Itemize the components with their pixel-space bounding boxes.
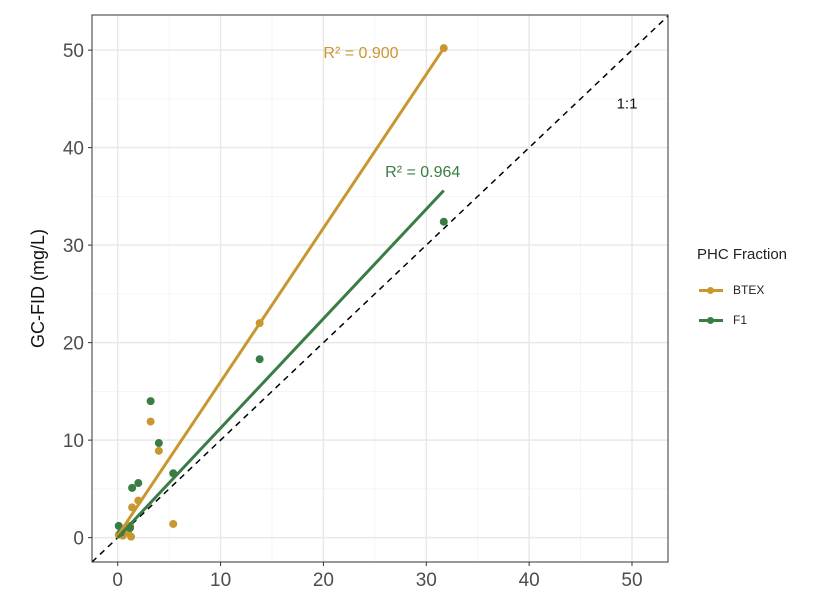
r2-label-btex: R² = 0.900 (323, 45, 398, 62)
fit-line-btex (116, 47, 446, 537)
y-tick-label: 10 (63, 431, 84, 452)
plot-border (91, 14, 669, 563)
y-tick-label: 30 (63, 236, 84, 257)
legend-title: PHC Fraction (697, 246, 788, 263)
one-to-one-label: 1:1 (617, 96, 638, 113)
x-tick-label: 50 (621, 570, 642, 591)
x-tick-label: 30 (416, 570, 437, 591)
y-tick-label: 20 (63, 334, 84, 355)
data-point-f1 (134, 479, 143, 488)
data-point-btex (127, 532, 136, 541)
data-point-f1 (255, 355, 264, 364)
legend-label-btex: BTEX (733, 283, 765, 297)
y-axis-label: GC-FID (mg/L) (28, 229, 48, 348)
data-point-f1 (439, 217, 448, 226)
y-tick-label: 0 (73, 529, 84, 550)
data-point-f1 (128, 483, 137, 492)
legend-item-btex: BTEX (697, 275, 787, 305)
legend-item-f1: F1 (697, 305, 787, 335)
one-to-one-line (92, 15, 668, 562)
legend-label-f1: F1 (733, 313, 748, 327)
x-tick-label: 40 (519, 570, 540, 591)
data-point-f1 (146, 397, 155, 406)
r2-label-f1: R² = 0.964 (385, 164, 460, 181)
legend-key-f1 (697, 314, 725, 326)
x-tick-label: 10 (210, 570, 231, 591)
data-point-btex (146, 417, 155, 426)
legend-key-btex (697, 284, 725, 296)
data-point-f1 (154, 439, 163, 448)
data-point-btex (169, 519, 178, 528)
data-point-btex (154, 446, 163, 455)
fit-line-f1 (116, 189, 445, 539)
y-tick-label: 40 (63, 139, 84, 160)
legend: PHC Fraction BTEX F1 (697, 246, 787, 335)
y-tick-label: 50 (63, 41, 84, 62)
x-tick-label: 20 (313, 570, 334, 591)
data-point-f1 (114, 521, 123, 530)
x-tick-label: 0 (112, 570, 123, 591)
